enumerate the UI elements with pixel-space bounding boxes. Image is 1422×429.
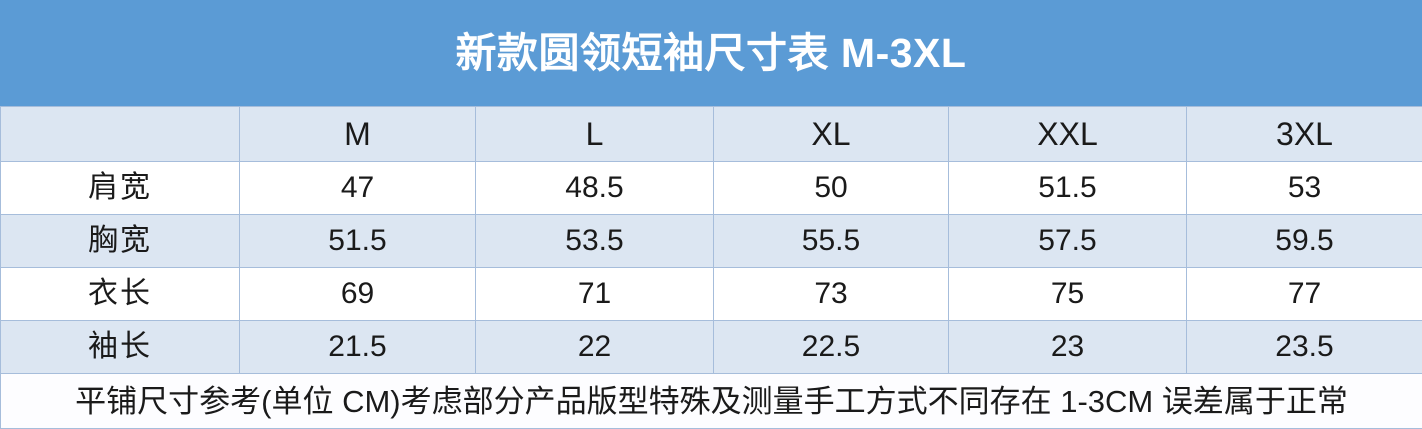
- cell-chest-width-3xl: 59.5: [1187, 215, 1422, 268]
- row-label-garment-length: 衣长: [1, 268, 240, 321]
- table-header-row: M L XL XXL 3XL: [1, 107, 1422, 162]
- size-table: M L XL XXL 3XL 肩宽 47 48.5 50 51.5 53 胸宽 …: [0, 106, 1422, 429]
- cell-garment-length-m: 69: [240, 268, 476, 321]
- cell-sleeve-length-xxl: 23: [949, 321, 1187, 374]
- cell-garment-length-xxl: 75: [949, 268, 1187, 321]
- row-label-chest-width: 胸宽: [1, 215, 240, 268]
- column-header-xxl: XXL: [949, 107, 1187, 162]
- cell-chest-width-l: 53.5: [476, 215, 714, 268]
- cell-chest-width-xxl: 57.5: [949, 215, 1187, 268]
- table-row: 胸宽 51.5 53.5 55.5 57.5 59.5: [1, 215, 1422, 268]
- row-label-shoulder-width: 肩宽: [1, 162, 240, 215]
- cell-chest-width-xl: 55.5: [714, 215, 949, 268]
- cell-sleeve-length-m: 21.5: [240, 321, 476, 374]
- title-banner: 新款圆领短袖尺寸表 M-3XL: [0, 0, 1422, 106]
- cell-shoulder-width-xxl: 51.5: [949, 162, 1187, 215]
- measurement-note-text: 平铺尺寸参考(单位 CM)考虑部分产品版型特殊及测量手工方式不同存在 1-3CM…: [7, 386, 1416, 417]
- cell-sleeve-length-xl: 22.5: [714, 321, 949, 374]
- cell-shoulder-width-m: 47: [240, 162, 476, 215]
- measurement-note-cell: 平铺尺寸参考(单位 CM)考虑部分产品版型特殊及测量手工方式不同存在 1-3CM…: [1, 374, 1422, 429]
- row-label-sleeve-length: 袖长: [1, 321, 240, 374]
- cell-garment-length-l: 71: [476, 268, 714, 321]
- cell-shoulder-width-3xl: 53: [1187, 162, 1422, 215]
- column-header-xl: XL: [714, 107, 949, 162]
- cell-garment-length-xl: 73: [714, 268, 949, 321]
- column-header-m: M: [240, 107, 476, 162]
- cell-shoulder-width-l: 48.5: [476, 162, 714, 215]
- cell-sleeve-length-3xl: 23.5: [1187, 321, 1422, 374]
- table-row: 袖长 21.5 22 22.5 23 23.5: [1, 321, 1422, 374]
- size-table-container: M L XL XXL 3XL 肩宽 47 48.5 50 51.5 53 胸宽 …: [0, 106, 1422, 428]
- page-title: 新款圆领短袖尺寸表 M-3XL: [456, 33, 967, 74]
- table-footer-row: 平铺尺寸参考(单位 CM)考虑部分产品版型特殊及测量手工方式不同存在 1-3CM…: [1, 374, 1422, 429]
- table-row: 衣长 69 71 73 75 77: [1, 268, 1422, 321]
- cell-sleeve-length-l: 22: [476, 321, 714, 374]
- cell-shoulder-width-xl: 50: [714, 162, 949, 215]
- table-row: 肩宽 47 48.5 50 51.5 53: [1, 162, 1422, 215]
- table-corner-cell: [1, 107, 240, 162]
- cell-garment-length-3xl: 77: [1187, 268, 1422, 321]
- cell-chest-width-m: 51.5: [240, 215, 476, 268]
- column-header-l: L: [476, 107, 714, 162]
- column-header-3xl: 3XL: [1187, 107, 1422, 162]
